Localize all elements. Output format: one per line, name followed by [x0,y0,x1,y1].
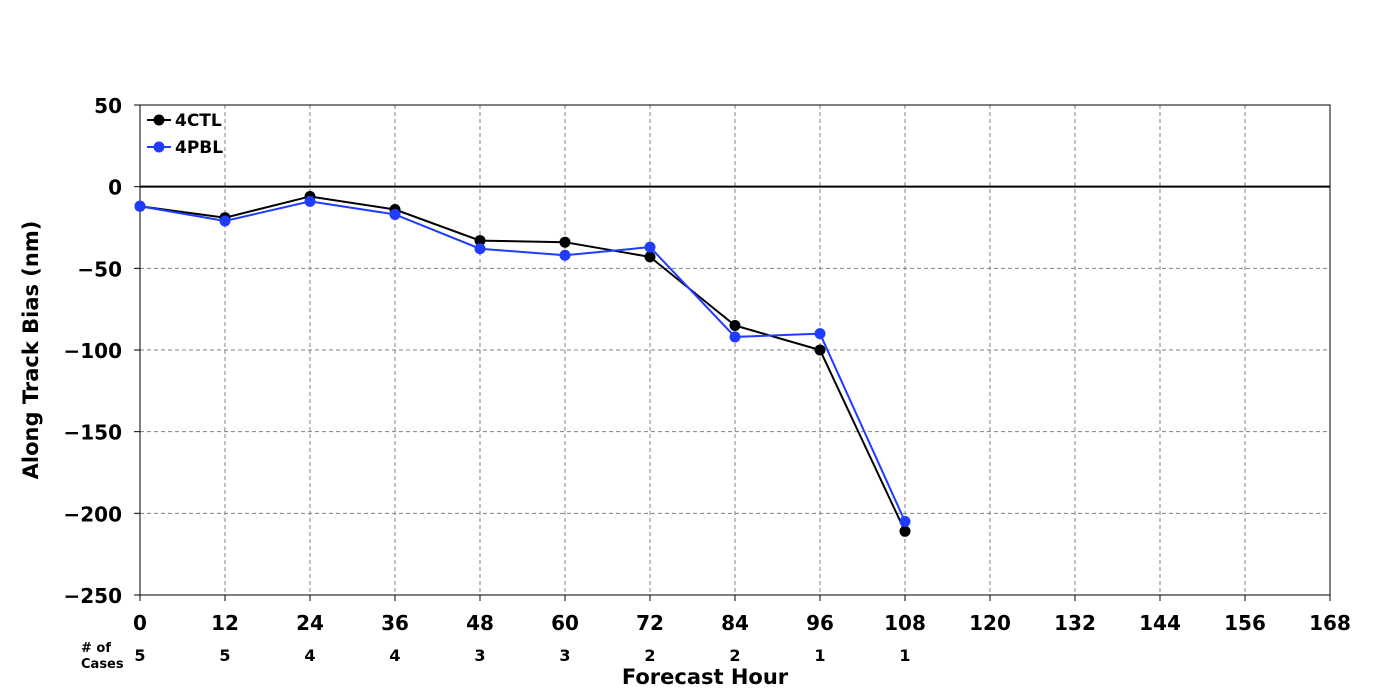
cases-label-line1: # of [81,641,111,656]
data-point-4pbl [899,516,911,527]
x-tick-label: 168 [1309,611,1351,635]
y-tick-label: −100 [63,339,122,363]
cases-count: 1 [814,646,825,665]
x-tick-label: 36 [381,611,409,635]
y-tick-label: −250 [63,584,122,608]
data-point-4pbl [304,195,316,207]
data-point-4pbl [134,200,146,212]
cases-count: 2 [644,646,655,665]
cases-count: 5 [134,646,145,665]
cases-label-line2: Cases [81,657,124,672]
data-point-4ctl [729,320,741,331]
x-tick-label: 0 [133,611,147,635]
series-line-4ctl [139,195,906,532]
x-tick-label: 24 [296,611,324,635]
x-axis-label: Forecast Hour [622,665,789,689]
x-tick-label: 96 [806,611,834,635]
cases-count: 5 [219,646,230,665]
series-line-4pbl [139,200,906,522]
x-tick-label: 12 [211,611,239,635]
y-axis-label: Along Track Bias (nm) [19,221,43,480]
data-point-4ctl [474,235,486,247]
cases-count: 4 [389,646,400,665]
data-point-4ctl [899,525,911,537]
y-tick-label: −50 [77,257,122,281]
x-tick-label: 84 [721,611,749,635]
x-tick-label: 108 [884,611,926,635]
x-tick-label: 132 [1054,611,1096,635]
x-tick-label: 144 [1139,611,1181,635]
legend-marker-4pbl [153,141,165,153]
data-point-4ctl [644,251,656,263]
data-point-4pbl [814,328,826,340]
y-tick-label: 50 [94,94,122,118]
data-point-4ctl [559,236,571,248]
y-tick-label: 0 [108,176,122,200]
data-point-4pbl [729,331,741,343]
data-point-4pbl [559,249,571,261]
cases-count: 1 [899,646,910,665]
cases-count: 3 [559,646,570,665]
cases-count: 4 [304,646,315,665]
cases-count: 3 [474,646,485,665]
cases-count: 2 [729,646,740,665]
y-tick-label: −150 [63,421,122,445]
x-tick-label: 48 [466,611,494,635]
y-tick-label: −200 [63,502,122,526]
legend-marker-4ctl [153,114,165,126]
data-point-4pbl [644,241,656,253]
legend-label-4ctl: 4CTL [175,111,222,131]
data-point-4ctl [814,344,826,356]
x-tick-label: 72 [636,611,664,635]
data-point-4pbl [389,208,401,220]
x-tick-label: 120 [969,611,1011,635]
data-point-4pbl [219,215,231,227]
x-tick-label: 156 [1224,611,1266,635]
legend-label-4pbl: 4PBL [175,138,223,158]
data-point-4pbl [474,243,486,255]
x-tick-label: 60 [551,611,579,635]
